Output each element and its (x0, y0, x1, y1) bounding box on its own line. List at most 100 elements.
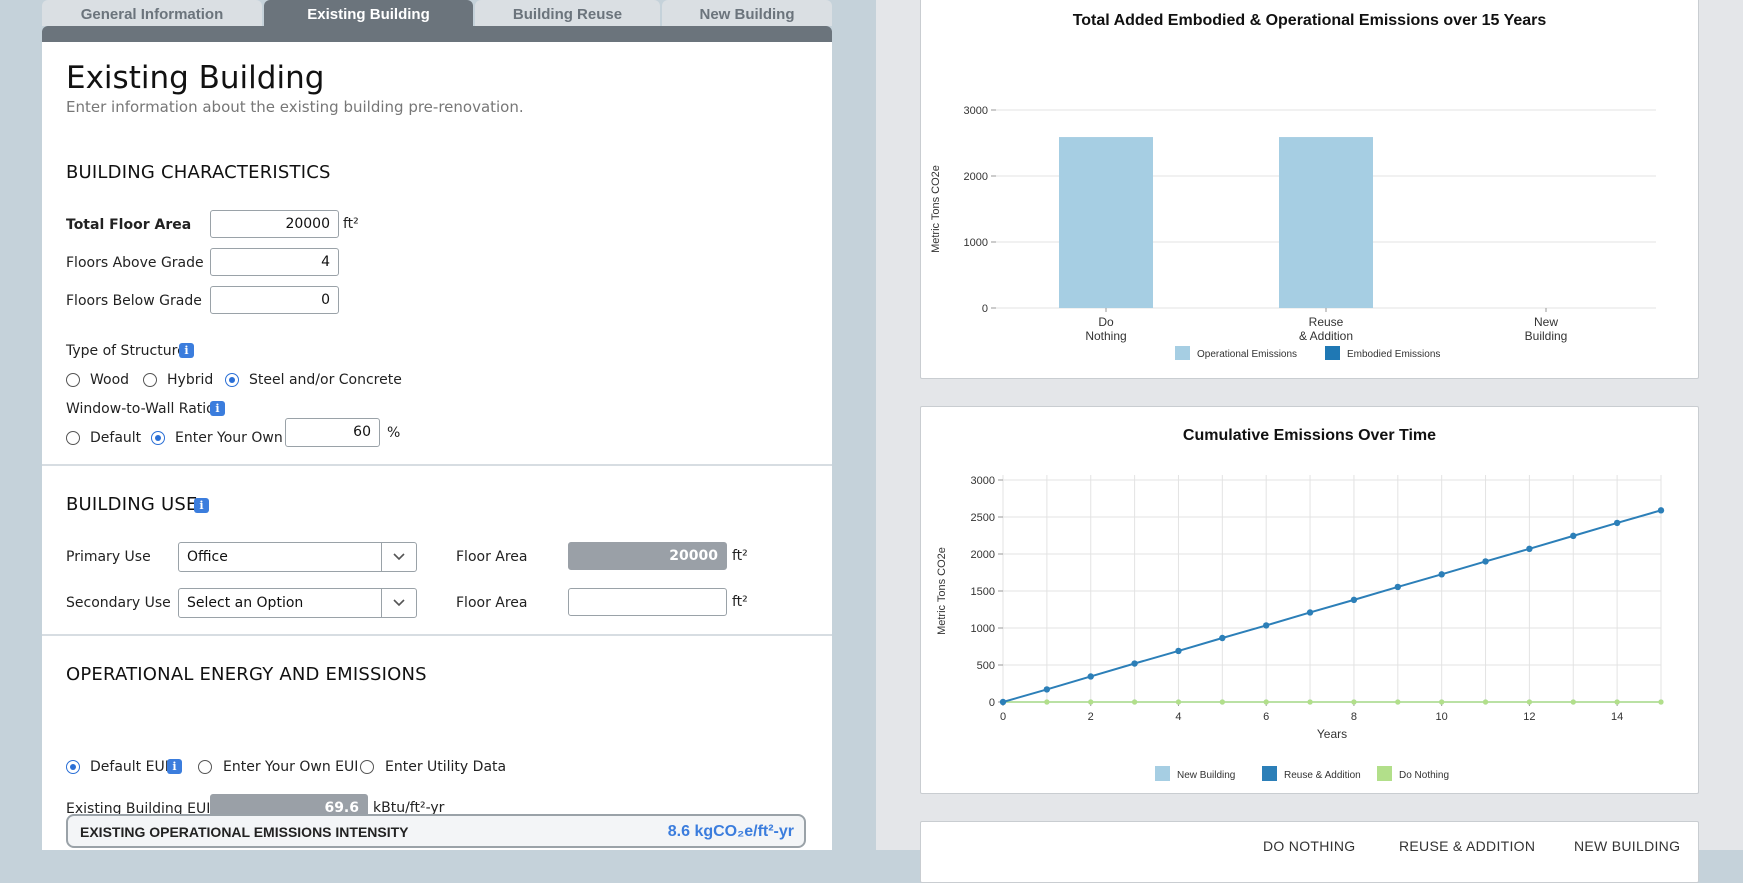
data-point (1306, 609, 1314, 616)
radio-own-eui[interactable] (198, 760, 212, 774)
emissions-intensity-box: EXISTING OPERATIONAL EMISSIONS INTENSITY… (66, 814, 806, 848)
info-icon[interactable]: i (167, 759, 182, 774)
radio-steel-concrete[interactable] (225, 373, 239, 387)
x-tick-label: 4 (1175, 711, 1181, 723)
section-divider (42, 464, 832, 466)
radio-utility-data-label: Enter Utility Data (385, 759, 507, 775)
data-point (1526, 699, 1532, 705)
data-point (1658, 699, 1664, 705)
data-point (1614, 699, 1620, 705)
tab-new-building[interactable]: New Building (662, 0, 832, 26)
structure-type-label: Type of Structure (66, 343, 186, 359)
radio-steel-concrete-label: Steel and/or Concrete (249, 372, 402, 388)
bar (1279, 137, 1373, 308)
left-pane: General Information Existing Building Bu… (0, 0, 876, 850)
radio-own-eui-label: Enter Your Own EUI (223, 759, 359, 775)
total-floor-area-unit: ft² (343, 216, 359, 232)
data-point (1482, 699, 1489, 705)
data-point (1307, 699, 1313, 705)
section-heading-building-use: BUILDING USE (66, 494, 198, 515)
x-tick-label: 14 (1611, 711, 1623, 723)
tab-existing-building[interactable]: Existing Building (264, 0, 473, 26)
radio-hybrid[interactable] (143, 373, 157, 387)
floors-below-label: Floors Below Grade (66, 293, 202, 309)
wwr-input[interactable]: 60 (285, 418, 380, 447)
data-point (999, 698, 1007, 706)
primary-use-label: Primary Use (66, 549, 151, 565)
secondary-use-label: Secondary Use (66, 595, 171, 611)
radio-utility-data[interactable] (360, 760, 374, 774)
secondary-floor-area-input[interactable] (568, 588, 727, 616)
y-tick-label: 0 (982, 303, 988, 315)
x-tick-label-line: & Addition (1299, 329, 1353, 343)
wwr-unit: % (387, 425, 401, 441)
x-tick-label: New Building (1525, 315, 1568, 343)
chart-title: Cumulative Emissions Over Time (1182, 427, 1437, 444)
radio-default-eui[interactable] (66, 760, 80, 774)
secondary-use-select[interactable]: Select an Option (178, 588, 417, 618)
y-tick-label: 2500 (971, 512, 995, 524)
y-tick-label: 3000 (971, 475, 995, 487)
data-point (1175, 699, 1182, 705)
data-point (1088, 699, 1094, 705)
data-point (1438, 571, 1445, 578)
data-point (1132, 699, 1138, 705)
info-icon[interactable]: i (179, 343, 194, 358)
data-point (1219, 699, 1225, 705)
secondary-floor-area-label: Floor Area (456, 595, 528, 611)
summary-header-reuse-addition: REUSE & ADDITION (1399, 838, 1536, 854)
floors-above-input[interactable]: 4 (210, 248, 339, 276)
chevron-down-icon[interactable] (381, 543, 416, 571)
secondary-use-value: Select an Option (187, 595, 304, 611)
section-heading-characteristics: BUILDING CHARACTERISTICS (66, 162, 331, 183)
floors-below-input[interactable]: 0 (210, 286, 339, 314)
tab-underline (42, 26, 832, 42)
primary-use-select[interactable]: Office (178, 542, 417, 572)
radio-wwr-default[interactable] (66, 431, 80, 445)
tab-building-reuse[interactable]: Building Reuse (475, 0, 660, 26)
data-point (1482, 558, 1489, 565)
x-tick-label: Reuse & Addition (1299, 315, 1353, 343)
tab-general-information[interactable]: General Information (42, 0, 262, 26)
radio-hybrid-label: Hybrid (167, 372, 214, 388)
total-floor-area-label: Total Floor Area (66, 217, 192, 233)
bar-chart: 0 1000 2000 3000 Metric Tons CO2e Do Nothing Re… (930, 105, 1656, 360)
x-tick-label: 2 (1088, 711, 1094, 723)
x-tick-label: 10 (1436, 711, 1448, 723)
radio-wwr-own-label: Enter Your Own (175, 430, 283, 446)
data-point (1219, 634, 1226, 642)
primary-use-value: Office (187, 549, 228, 565)
legend-label: Reuse & Addition (1284, 770, 1361, 781)
summary-header-new-building: NEW BUILDING (1574, 838, 1681, 854)
radio-wood[interactable] (66, 373, 80, 387)
y-tick-label: 3000 (964, 105, 988, 117)
data-point (1175, 647, 1182, 655)
y-tick-label: 1000 (971, 623, 995, 635)
total-floor-area-input[interactable]: 20000 (210, 210, 339, 238)
radio-wwr-own[interactable] (151, 431, 165, 445)
data-point (1043, 686, 1051, 693)
data-point (1439, 699, 1445, 705)
x-tick-label-line: Nothing (1085, 329, 1126, 343)
page-subtitle: Enter information about the existing bui… (66, 98, 524, 116)
info-icon[interactable]: i (210, 401, 225, 416)
radio-wwr-default-label: Default (90, 430, 142, 446)
series-line (1002, 509, 1662, 703)
x-tick-label-line: Do (1098, 315, 1114, 329)
primary-floor-area-unit: ft² (732, 548, 748, 564)
summary-table-card: DO NOTHING REUSE & ADDITION NEW BUILDING (920, 821, 1699, 883)
line-chart: 0 500 1000 1500 2000 2500 3000 0 2 4 6 8 10 12 14 Years… (936, 475, 1665, 781)
x-tick-label: 0 (1000, 711, 1006, 723)
radio-wood-label: Wood (90, 372, 130, 388)
chevron-down-icon[interactable] (381, 589, 416, 617)
info-icon[interactable]: i (194, 498, 209, 513)
eui-label: Existing Building EUI (66, 801, 211, 817)
legend-label: Operational Emissions (1197, 349, 1297, 360)
y-tick-label: 1000 (964, 237, 988, 249)
x-tick-label: Do Nothing (1085, 315, 1126, 343)
legend-swatch (1155, 766, 1170, 781)
legend-label: Embodied Emissions (1347, 349, 1440, 360)
legend-swatch (1175, 346, 1190, 360)
tab-strip: General Information Existing Building Bu… (42, 0, 832, 26)
summary-header-do-nothing: DO NOTHING (1263, 838, 1356, 854)
